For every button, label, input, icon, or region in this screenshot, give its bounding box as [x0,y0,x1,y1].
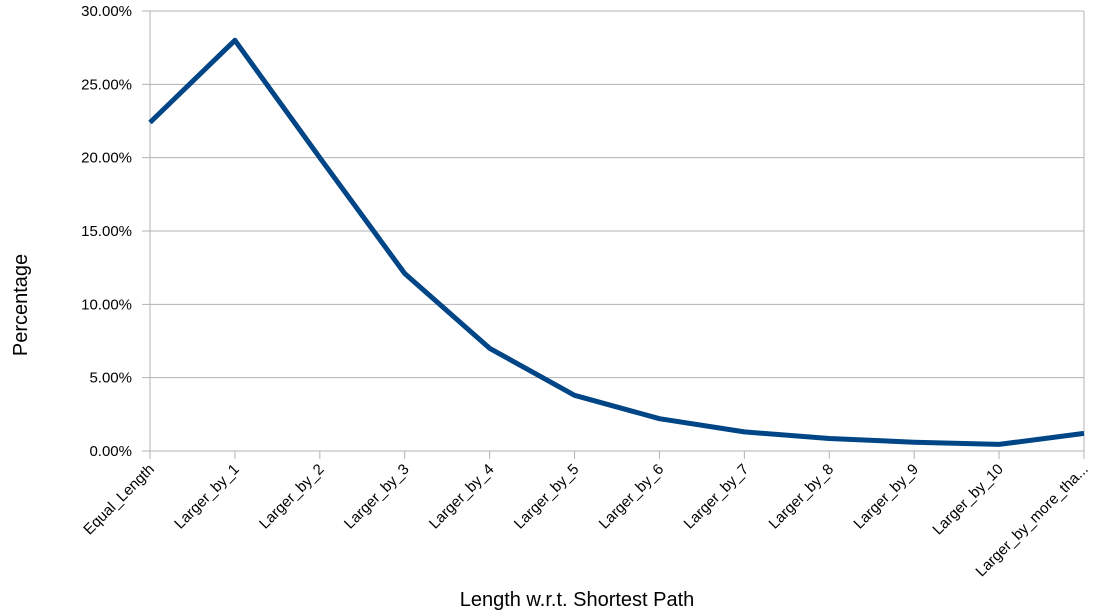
y-tick-labels: 0.00% 5.00% 10.00% 15.00% 20.00% 25.00% 30.00% [81,3,132,460]
series-group [148,37,1085,447]
y-tick-label: 5.00% [89,370,132,387]
x-tick-label: Larger_by_9 [850,461,922,533]
y-tick-label: 20.00% [81,150,132,167]
y-axis-title: Percentage [10,254,32,356]
y-tick-label: 30.00% [81,3,132,20]
y-tick-label: 15.00% [81,223,132,240]
series-line [148,37,1085,447]
x-tick-label: Larger_by_10 [929,461,1006,538]
x-axis-title: Length w.r.t. Shortest Path [460,589,695,611]
x-tick-label: Larger_by_1 [171,461,243,533]
x-tick-label: Equal_Length [80,461,157,538]
y-tick-label: 10.00% [81,296,132,313]
x-tick-label: Larger_by_4 [426,461,498,533]
gridlines [142,10,1085,452]
x-tick-label: Larger_by_3 [341,461,413,533]
x-tick-label: Larger_by_2 [256,461,328,533]
x-tick-label: Larger_by_5 [511,461,583,533]
x-tick-labels: Equal_Length Larger_by_1 Larger_by_2 Larger… [80,451,1092,580]
y-tick-label: 0.00% [89,443,132,460]
axes [149,11,1084,452]
x-tick-label: Larger_by_7 [681,461,753,533]
x-tick-label: Larger_by_8 [766,461,838,533]
y-tick-label: 25.00% [81,76,132,93]
x-tick-label: Larger_by_6 [596,461,668,533]
